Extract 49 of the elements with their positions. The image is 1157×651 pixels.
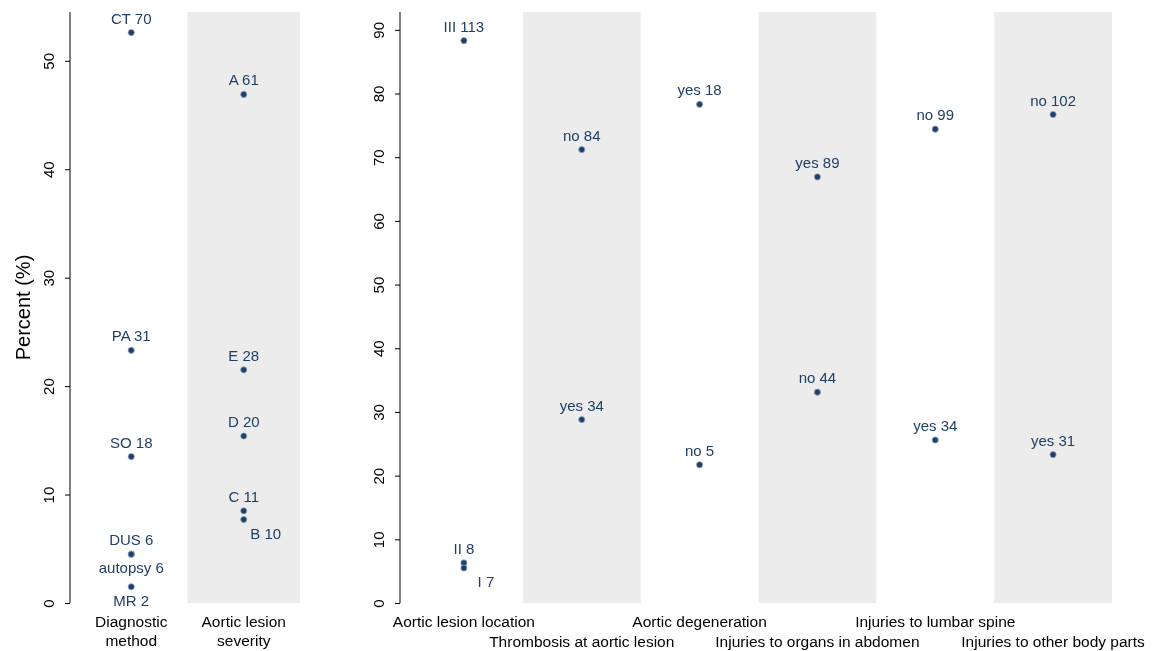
data-label: autopsy 6 (98, 559, 164, 577)
data-label: yes 31 (1030, 431, 1076, 449)
data-label: no 102 (1030, 91, 1077, 109)
data-label: I 7 (477, 572, 495, 590)
data-label: yes 18 (677, 81, 722, 99)
y-tick-label: 10 (370, 531, 387, 549)
y-axis-title: Percent (%) (12, 254, 34, 361)
data-label: C 11 (228, 487, 260, 505)
data-label: yes 89 (795, 153, 840, 171)
data-label: no 99 (916, 106, 955, 124)
x-tick-label: Injuries to lumbar spine (855, 613, 1016, 630)
data-label: B 10 (250, 524, 282, 542)
x-tick-label: Aortic lesion location (392, 613, 535, 630)
y-tick-label: 0 (40, 599, 57, 608)
y-tick-label: 60 (370, 213, 387, 230)
data-label: yes 34 (913, 416, 958, 434)
y-tick-label: 10 (40, 486, 57, 504)
x-tick-label: Thrombosis at aortic lesion (489, 633, 675, 650)
y-tick-label: 50 (370, 276, 387, 294)
y-tick-label: 80 (370, 85, 387, 103)
data-label: no 44 (798, 369, 837, 387)
data-label: E 28 (228, 346, 260, 364)
data-label: CT 70 (110, 9, 152, 27)
y-tick-label: 30 (370, 404, 387, 421)
y-tick-label: 30 (40, 269, 57, 287)
x-tick-label: Injuries to organs in abdomen (715, 633, 920, 650)
data-label: DUS 6 (109, 531, 154, 549)
data-label: D 20 (227, 413, 260, 430)
x-tick-label: Aortic degeneration (632, 613, 767, 630)
y-tick-label: 70 (370, 149, 387, 167)
x-tick-label: Injuries to other body parts (961, 633, 1146, 650)
data-label: MR 2 (113, 591, 150, 609)
y-tick-label: 20 (40, 378, 57, 395)
y-tick-label: 50 (40, 52, 57, 70)
y-tick-label: 40 (40, 161, 57, 179)
data-label: PA 31 (111, 327, 151, 345)
data-label: yes 34 (559, 396, 604, 414)
x-tick-label: Aortic lesion severity (201, 613, 286, 649)
y-tick-label: 90 (370, 21, 387, 39)
data-label: no 84 (562, 126, 601, 144)
data-label: no 5 (684, 441, 715, 459)
y-tick-label: 40 (370, 340, 387, 358)
data-label: II 8 (453, 539, 475, 557)
data-label: A 61 (228, 71, 259, 89)
data-label: III 113 (443, 17, 485, 35)
y-tick-label: 0 (370, 599, 387, 608)
x-tick-label: Diagnostic method (95, 613, 168, 649)
data-label: SO 18 (109, 433, 153, 451)
y-tick-label: 20 (370, 467, 387, 485)
